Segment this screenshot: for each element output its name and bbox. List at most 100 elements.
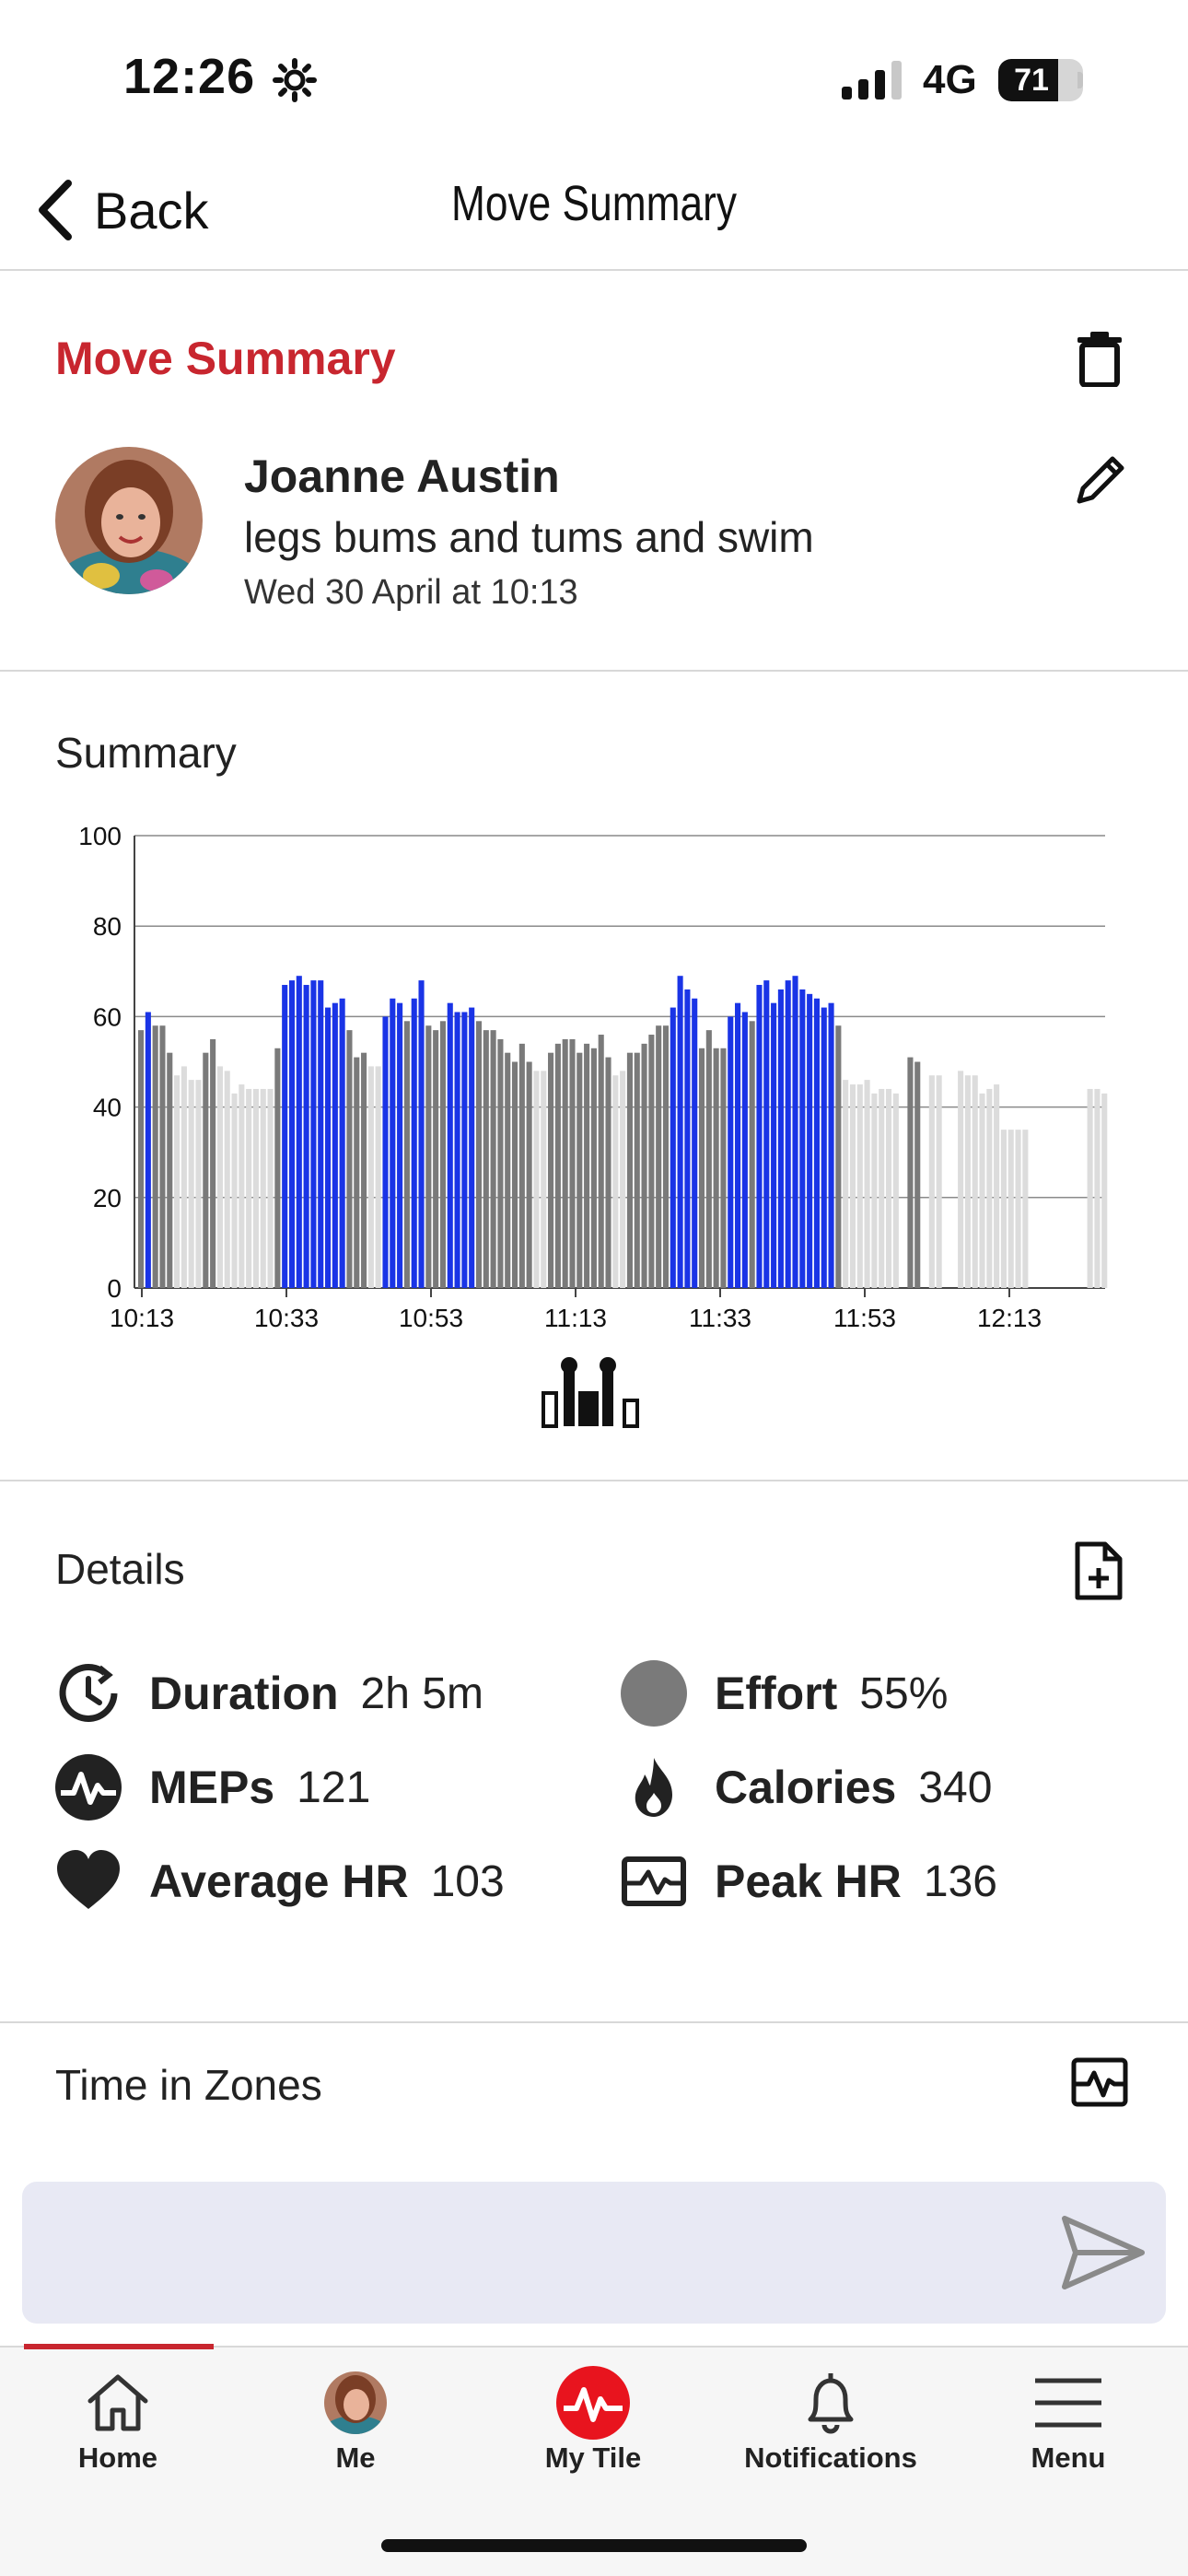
comment-input[interactable]: [22, 2182, 1166, 2324]
tab-menu[interactable]: Menu: [967, 2366, 1170, 2476]
metric-label: MEPs: [149, 1762, 275, 1813]
tab-home[interactable]: Home: [17, 2366, 219, 2476]
chart-bar: [879, 1088, 885, 1288]
x-tick-label: 10:33: [254, 1304, 319, 1332]
chart-bar: [698, 1048, 705, 1288]
gear-icon: [273, 58, 317, 102]
my-tile-icon: [556, 2366, 630, 2440]
chart-bar: [986, 1088, 993, 1288]
chevron-left-icon: [39, 180, 72, 240]
chart-bar: [871, 1093, 878, 1288]
chart-bar: [303, 985, 309, 1288]
chart-bar: [461, 1012, 468, 1288]
activity-name: legs bums and tums and swim: [244, 513, 814, 561]
chart-bar: [720, 1048, 727, 1288]
chart-bar: [475, 1021, 483, 1288]
chart-bar: [1087, 1088, 1093, 1288]
signal-strength-icon: [842, 61, 902, 100]
y-tick-label: 40: [93, 1094, 122, 1122]
time-in-zones-title: Time in Zones: [55, 2061, 322, 2109]
tab-label: Home: [77, 2441, 158, 2474]
hamburger-icon: [1035, 2378, 1101, 2428]
metric-value: 121: [297, 1762, 371, 1812]
send-icon[interactable]: [1059, 2211, 1147, 2294]
pencil-icon[interactable]: [1072, 451, 1129, 509]
chart-view-toggle-icon[interactable]: [542, 1354, 646, 1428]
chart-bar: [792, 976, 798, 1288]
home-icon: [87, 2374, 148, 2431]
chart-bar: [425, 1025, 432, 1288]
chart-bar: [626, 1052, 633, 1288]
heart-icon: [57, 1850, 120, 1909]
battery-tip: [1077, 72, 1083, 88]
x-tick-label: 11:53: [833, 1304, 896, 1332]
battery-percent: 71: [1014, 63, 1049, 98]
chart-bar: [1000, 1130, 1007, 1288]
chart-bar: [167, 1052, 173, 1288]
chart-bar: [928, 1075, 935, 1288]
chart-bar: [195, 1080, 202, 1288]
metric-value: 340: [918, 1762, 993, 1812]
chart-bar: [662, 1025, 670, 1288]
avatar[interactable]: [55, 447, 203, 594]
chart-bar: [439, 1021, 447, 1288]
tab-me[interactable]: Me: [254, 2366, 457, 2476]
chart-bar: [670, 1007, 676, 1288]
metric-label: Peak HR: [715, 1856, 902, 1907]
add-document-icon[interactable]: [1074, 1540, 1124, 1601]
metric-value: 103: [430, 1856, 505, 1906]
chart-bar: [735, 1002, 741, 1288]
chart-bar: [152, 1025, 158, 1288]
chart-bar: [511, 1061, 518, 1288]
metric-value: 136: [923, 1856, 997, 1906]
tab-my-tile[interactable]: My Tile: [492, 2366, 694, 2476]
chart-bar: [728, 1016, 734, 1288]
user-name: Joanne Austin: [244, 451, 560, 502]
chart-bar: [159, 1025, 166, 1288]
nav-title: Move Summary: [450, 176, 738, 231]
clock-icon: [59, 1664, 118, 1722]
chart-bar: [771, 1002, 777, 1288]
x-tick-label: 12:13: [977, 1304, 1042, 1332]
metric-peak-hr: Peak HR 136: [619, 1844, 997, 1918]
chart-bar: [210, 1038, 216, 1288]
chart-bar: [310, 980, 317, 1288]
chart-bar: [548, 1052, 554, 1288]
chart-bar: [282, 985, 288, 1288]
chart-bar: [1007, 1130, 1014, 1288]
back-button[interactable]: Back: [33, 173, 209, 247]
metric-label: Calories: [715, 1762, 897, 1813]
x-tick-label: 10:53: [399, 1304, 463, 1332]
chart-bar: [828, 1002, 834, 1288]
chart-bar: [181, 1066, 187, 1288]
chart-bar: [612, 1075, 619, 1288]
chart-bar: [324, 1007, 332, 1288]
chart-bar: [577, 1052, 583, 1288]
chart-bar: [469, 1007, 475, 1288]
heart-rate-monitor-icon[interactable]: [1070, 2056, 1129, 2108]
chart-bar: [914, 1061, 921, 1288]
chart-bar: [972, 1075, 978, 1288]
chart-bar: [224, 1071, 230, 1288]
tab-notifications[interactable]: Notifications: [729, 2366, 932, 2476]
chart-bar: [267, 1088, 274, 1288]
chart-bar: [138, 1030, 145, 1288]
chart-bar: [656, 1025, 662, 1288]
chart-bar: [390, 998, 396, 1288]
metric-label: Duration: [149, 1668, 339, 1719]
trash-icon[interactable]: [1074, 330, 1125, 387]
chart-bar: [274, 1048, 281, 1288]
chart-bar: [994, 1084, 1000, 1288]
chart-bar: [620, 1071, 626, 1288]
battery-level: [998, 59, 1059, 101]
tab-label: My Tile: [544, 2441, 642, 2474]
summary-title: Summary: [55, 729, 237, 777]
chart-bar: [361, 1052, 367, 1288]
chart-bar: [907, 1057, 914, 1288]
chart-bar: [533, 1071, 540, 1288]
chart-bar: [641, 1043, 647, 1288]
chart-bar: [634, 1052, 640, 1288]
chart-bar: [785, 980, 791, 1288]
metric-label: Average HR: [149, 1856, 409, 1907]
chart-bar: [367, 1066, 374, 1288]
